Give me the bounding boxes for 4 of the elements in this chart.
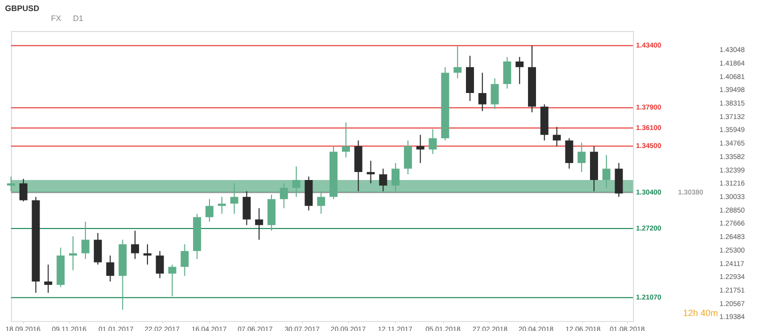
text: D1 [73, 14, 84, 23]
text: FX [51, 14, 62, 23]
text: 12h 40m [683, 308, 718, 318]
chart-title: GBPUSD [5, 4, 40, 13]
